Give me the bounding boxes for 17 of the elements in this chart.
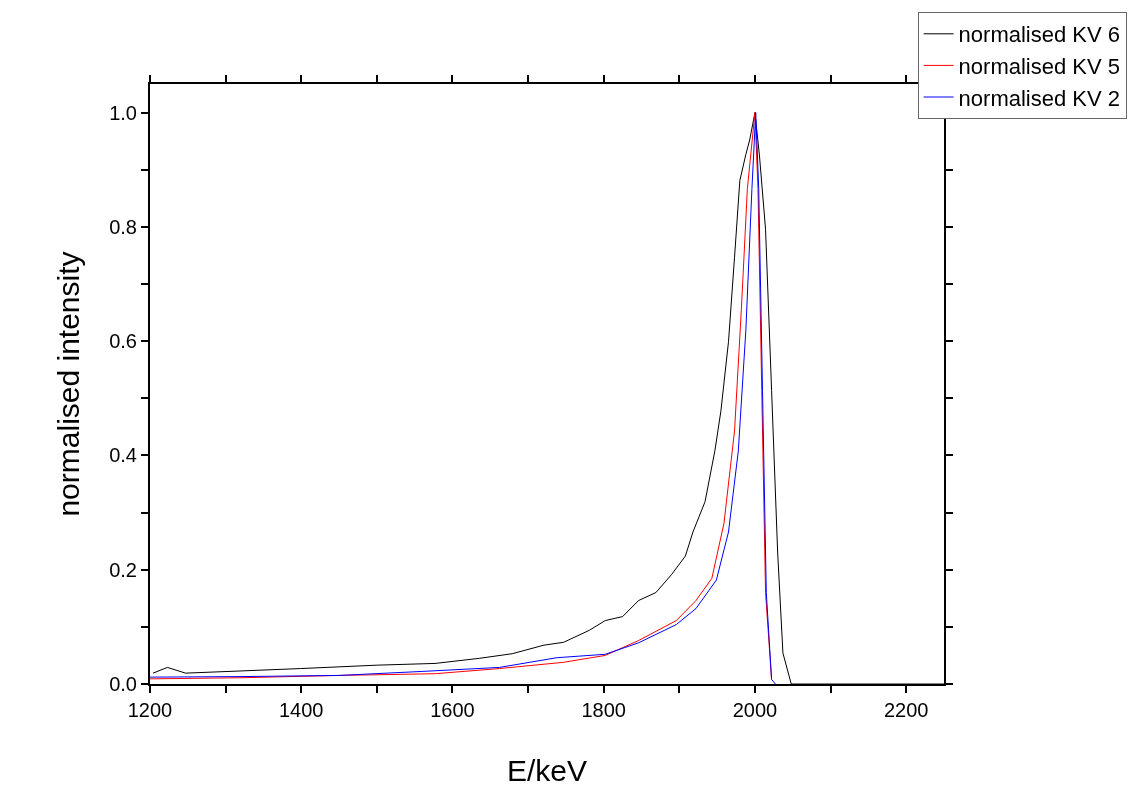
x-tick-label: 2000	[732, 699, 778, 721]
legend-label: normalised KV 6	[958, 22, 1121, 48]
y-tick-label: 0.0	[109, 673, 137, 695]
y-tick-label: 0.2	[109, 558, 137, 581]
x-tick-label: 1600	[430, 699, 475, 721]
y-tick-label: 1.0	[109, 101, 137, 124]
y-tick-label: 0.8	[109, 215, 137, 238]
x-tick-label: 2200	[883, 699, 929, 721]
legend-label: normalised KV 2	[958, 85, 1121, 111]
y-axis-title: normalised intensity	[52, 251, 85, 517]
x-axis-title: E/keV	[506, 754, 588, 787]
x-tick-label: 1200	[127, 699, 173, 721]
x-tick-label: 1400	[278, 699, 324, 721]
x-tick-label: 1800	[581, 699, 626, 721]
legend-label: normalised KV 5	[958, 53, 1121, 79]
y-tick-label: 0.6	[109, 330, 137, 353]
y-tick-label: 0.4	[109, 444, 137, 467]
